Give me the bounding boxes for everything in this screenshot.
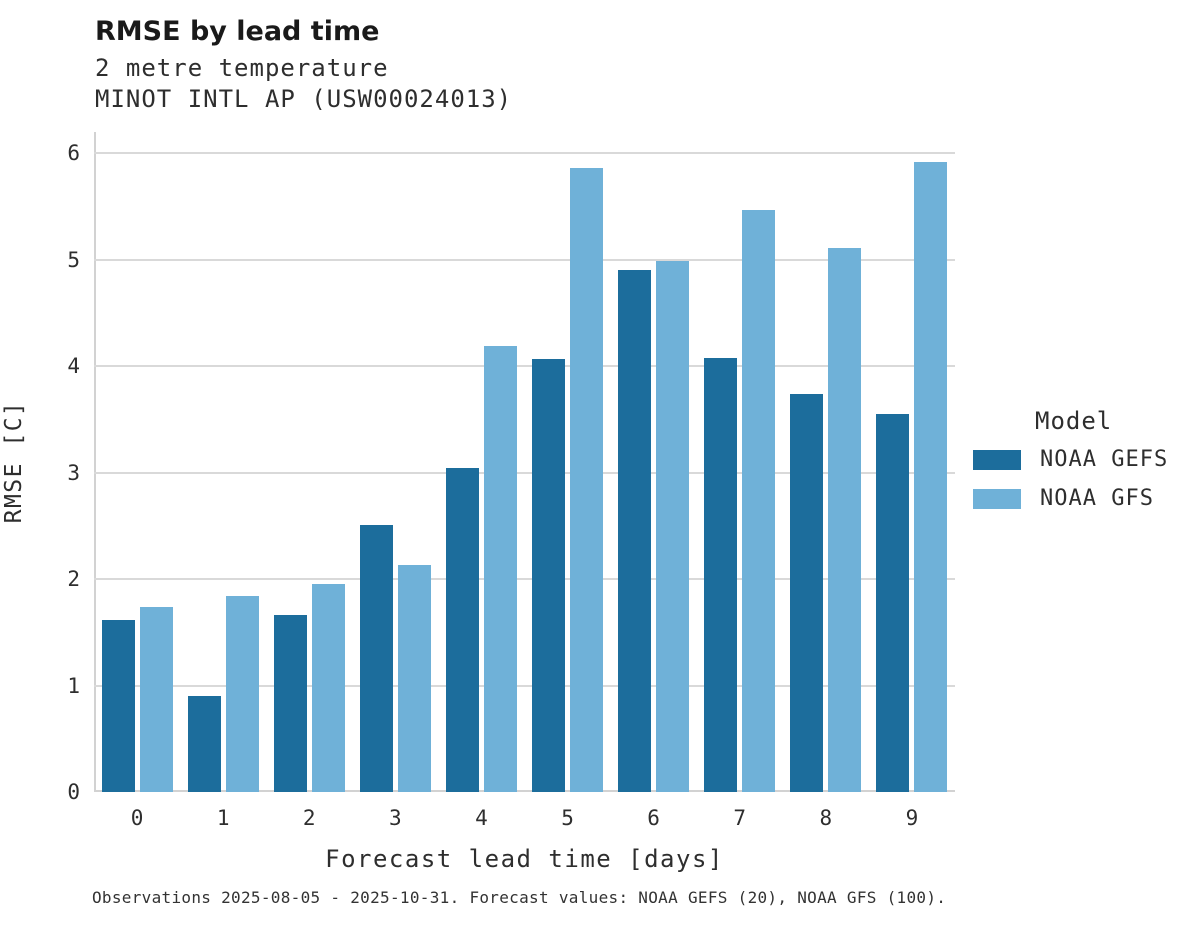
x-tick-label-5: 5 — [561, 806, 574, 830]
x-tick-label-2: 2 — [302, 806, 316, 830]
y-tick-label-3: 3 — [67, 460, 80, 485]
bar-noaa-gefs-lead-9 — [876, 414, 910, 792]
bar-noaa-gefs-lead-8 — [790, 393, 824, 792]
bars-layer: 0 1 2 3 4 5 6 7 8 9 — [94, 132, 955, 830]
bar-noaa-gfs-lead-6 — [656, 260, 690, 792]
chart-title: RMSE by lead time — [95, 16, 380, 47]
bar-noaa-gefs-lead-0 — [101, 619, 135, 792]
gridline-y3 — [94, 471, 955, 474]
x-tick-label-7: 7 — [733, 806, 747, 830]
y-tick-label-1: 1 — [67, 673, 80, 698]
chart-subtitle-variable: 2 metre temperature — [95, 54, 389, 82]
bar-noaa-gefs-lead-3 — [359, 524, 393, 792]
x-tick-label-0: 0 — [130, 806, 144, 830]
legend: Model NOAA GEFS NOAA GFS — [973, 407, 1188, 525]
x-tick-label-8: 8 — [819, 806, 833, 830]
x-tick-label-6: 6 — [647, 806, 660, 830]
y-tick-label-0: 0 — [67, 780, 80, 804]
bar-group-lead-2: 2 — [266, 132, 352, 830]
bar-noaa-gfs-lead-2 — [311, 584, 345, 792]
legend-entry-noaa-gefs: NOAA GEFS — [973, 447, 1188, 472]
caption: Observations 2025-08-05 - 2025-10-31. Fo… — [92, 888, 947, 907]
bar-noaa-gfs-lead-1 — [225, 596, 259, 792]
chart-subtitle-station: MINOT INTL AP (USW00024013) — [95, 85, 513, 113]
legend-label: NOAA GFS — [1040, 486, 1154, 511]
legend-entries: NOAA GEFS NOAA GFS — [973, 447, 1188, 511]
bar-group-lead-5: 5 — [524, 132, 610, 830]
bar-group-lead-3: 3 — [352, 132, 438, 830]
y-axis-title: RMSE [C] — [1, 400, 27, 524]
plot-area: 0 1 2 3 4 5 6 0 1 2 3 4 5 6 7 8 9 — [67, 132, 955, 830]
gridline-y1 — [94, 684, 955, 687]
bar-noaa-gfs-lead-8 — [828, 248, 862, 792]
legend-label: NOAA GEFS — [1040, 447, 1169, 472]
bar-noaa-gefs-lead-7 — [704, 357, 738, 792]
bar-noaa-gfs-lead-9 — [914, 161, 948, 792]
x-tick-label-4: 4 — [475, 806, 488, 830]
legend-swatch-icon — [973, 449, 1021, 470]
y-axis-spine — [94, 132, 96, 792]
bar-noaa-gfs-lead-3 — [397, 565, 431, 792]
gridline-y4 — [94, 365, 955, 368]
bar-noaa-gefs-lead-1 — [187, 696, 221, 792]
bar-noaa-gefs-lead-4 — [445, 468, 479, 792]
bar-group-lead-6: 6 — [611, 132, 697, 830]
gridline-y2 — [94, 578, 955, 581]
bar-noaa-gefs-lead-6 — [618, 270, 652, 792]
bar-group-lead-1: 1 — [180, 132, 266, 830]
bar-group-lead-7: 7 — [697, 132, 783, 830]
chart-header: RMSE by lead time 2 metre temperature MI… — [95, 16, 512, 115]
legend-entry-noaa-gfs: NOAA GFS — [973, 486, 1188, 511]
bar-noaa-gfs-lead-7 — [742, 209, 776, 792]
y-tick-label-4: 4 — [67, 354, 80, 379]
y-tick-label-5: 5 — [67, 247, 80, 272]
x-tick-label-3: 3 — [389, 806, 402, 830]
bar-group-lead-9: 9 — [869, 132, 955, 830]
bar-group-lead-0: 0 — [94, 132, 180, 830]
gridline-y5 — [94, 258, 955, 261]
x-axis-title: Forecast lead time [days] — [325, 845, 724, 873]
bar-noaa-gfs-lead-5 — [570, 168, 604, 792]
bar-noaa-gefs-lead-5 — [532, 358, 566, 792]
bar-noaa-gfs-lead-4 — [483, 345, 517, 792]
x-tick-label-1: 1 — [216, 806, 230, 830]
bar-group-lead-4: 4 — [438, 132, 524, 830]
legend-swatch-icon — [973, 488, 1021, 509]
y-tick-label-6: 6 — [67, 141, 80, 166]
bar-noaa-gefs-lead-2 — [273, 615, 307, 792]
gridline-y6 — [94, 152, 955, 155]
x-tick-label-9: 9 — [905, 806, 919, 830]
legend-title: Model — [1035, 407, 1113, 435]
y-tick-label-2: 2 — [67, 567, 80, 592]
bar-noaa-gfs-lead-0 — [139, 606, 173, 792]
bar-group-lead-8: 8 — [783, 132, 869, 830]
x-axis-spine — [94, 790, 955, 792]
